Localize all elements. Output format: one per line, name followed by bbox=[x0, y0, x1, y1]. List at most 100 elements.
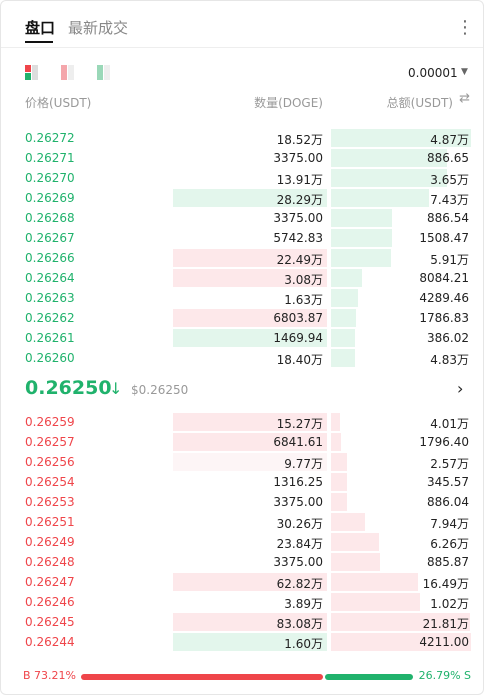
depth-bar bbox=[331, 553, 380, 571]
mid-usd: $0.26250 bbox=[131, 383, 189, 397]
price: 0.26271 bbox=[25, 151, 75, 165]
depth-bar bbox=[331, 513, 366, 531]
sell-ratio: 26.79% S bbox=[418, 669, 471, 682]
total: 16.49万 bbox=[422, 577, 469, 591]
price: 0.26251 bbox=[25, 515, 75, 529]
amount: 18.52万 bbox=[276, 133, 323, 147]
total: 885.87 bbox=[427, 555, 469, 569]
ratio-bar bbox=[81, 674, 413, 680]
order-row: 0.26244 1.60万 4211.00 bbox=[1, 632, 483, 652]
amount: 62.82万 bbox=[276, 577, 323, 591]
view-toggles[interactable] bbox=[23, 64, 123, 82]
amount: 3375.00 bbox=[273, 151, 323, 165]
price: 0.26272 bbox=[25, 131, 75, 145]
order-row: 0.26269 28.29万 7.43万 bbox=[1, 188, 483, 208]
buy-ratio: B 73.21% bbox=[23, 669, 76, 682]
tab-underline bbox=[25, 41, 53, 43]
price: 0.26268 bbox=[25, 211, 75, 225]
header: 总额(USDT) bbox=[386, 96, 453, 110]
total: 3.65万 bbox=[430, 173, 469, 187]
total: 4.01万 bbox=[430, 417, 469, 431]
more-icon[interactable]: ⋮ bbox=[456, 17, 474, 38]
swap-icon[interactable]: ⇄ bbox=[459, 91, 470, 106]
total: 21.81万 bbox=[422, 617, 469, 631]
amount: 6803.87 bbox=[273, 311, 323, 325]
flash-highlight bbox=[173, 269, 327, 287]
order-row: 0.26245 83.08万 21.81万 bbox=[1, 612, 483, 632]
total: 1.02万 bbox=[430, 597, 469, 611]
price: 0.26267 bbox=[25, 231, 75, 245]
total: 886.54 bbox=[427, 211, 469, 225]
order-row: 0.26257 6841.61 1796.40 bbox=[1, 432, 483, 452]
tab[interactable]: 盘口 bbox=[25, 19, 56, 37]
order-row: 0.26247 62.82万 16.49万 bbox=[1, 572, 483, 592]
total: 8084.21 bbox=[419, 271, 469, 285]
order-row: 0.26271 3375.00 886.65 bbox=[1, 148, 483, 168]
price: 0.26244 bbox=[25, 635, 75, 649]
divider bbox=[1, 47, 483, 48]
depth-bar bbox=[331, 433, 341, 451]
flash-highlight bbox=[173, 613, 327, 631]
depth-bar bbox=[331, 613, 471, 631]
depth-bar bbox=[331, 573, 418, 591]
order-row: 0.26270 13.91万 3.65万 bbox=[1, 168, 483, 188]
depth-bar bbox=[331, 349, 355, 367]
total: 4289.46 bbox=[419, 291, 469, 305]
order-row: 0.26268 3375.00 886.54 bbox=[1, 208, 483, 228]
price: 0.26264 bbox=[25, 271, 75, 285]
amount: 18.40万 bbox=[276, 353, 323, 367]
order-row: 0.26264 3.08万 8084.21 bbox=[1, 268, 483, 288]
chevron[interactable]: › bbox=[457, 379, 464, 398]
price: 0.26261 bbox=[25, 331, 75, 345]
order-row: 0.26263 1.63万 4289.46 bbox=[1, 288, 483, 308]
total: 4211.00 bbox=[419, 635, 469, 649]
total: 386.02 bbox=[427, 331, 469, 345]
total: 886.04 bbox=[427, 495, 469, 509]
dropdown-icon[interactable]: ▼ bbox=[461, 67, 468, 77]
amount: 1.60万 bbox=[284, 637, 323, 651]
amount: 3375.00 bbox=[273, 555, 323, 569]
amount: 83.08万 bbox=[276, 617, 323, 631]
flash-highlight bbox=[173, 329, 327, 347]
price: 0.26248 bbox=[25, 555, 75, 569]
depth-bar bbox=[331, 169, 447, 187]
depth-bar bbox=[331, 289, 358, 307]
order-row: 0.26248 3375.00 885.87 bbox=[1, 552, 483, 572]
amount: 5742.83 bbox=[273, 231, 323, 245]
amount: 3375.00 bbox=[273, 495, 323, 509]
amount: 9.77万 bbox=[284, 457, 323, 471]
depth-bar bbox=[331, 269, 362, 287]
flash-highlight bbox=[173, 573, 327, 591]
depth-bar bbox=[331, 229, 392, 247]
depth-bar bbox=[331, 209, 393, 227]
price: 0.26249 bbox=[25, 535, 75, 549]
flash-highlight bbox=[173, 413, 327, 431]
price: 0.26260 bbox=[25, 351, 75, 365]
order-row: 0.26261 1469.94 386.02 bbox=[1, 328, 483, 348]
order-row: 0.26266 22.49万 5.91万 bbox=[1, 248, 483, 268]
price: 0.26246 bbox=[25, 595, 75, 609]
order-row: 0.26254 1316.25 345.57 bbox=[1, 472, 483, 492]
amount: 3375.00 bbox=[273, 211, 323, 225]
depth-bar bbox=[331, 473, 347, 491]
depth-bar bbox=[331, 189, 429, 207]
header: 数量(DOGE) bbox=[254, 96, 323, 110]
depth-bar bbox=[331, 149, 448, 167]
total: 886.65 bbox=[427, 151, 469, 165]
depth-bar bbox=[331, 633, 471, 651]
depth-bar bbox=[331, 329, 355, 347]
flash-highlight bbox=[173, 433, 327, 451]
depth-bar bbox=[331, 593, 420, 611]
depth-bar bbox=[331, 413, 341, 431]
amount: 3.08万 bbox=[284, 273, 323, 287]
total: 7.43万 bbox=[430, 193, 469, 207]
price: 0.26269 bbox=[25, 191, 75, 205]
order-row: 0.26253 3375.00 886.04 bbox=[1, 492, 483, 512]
precision[interactable]: 0.00001 bbox=[408, 66, 458, 80]
order-row: 0.26251 30.26万 7.94万 bbox=[1, 512, 483, 532]
total: 1796.40 bbox=[419, 435, 469, 449]
flash-highlight bbox=[173, 453, 327, 471]
amount: 15.27万 bbox=[276, 417, 323, 431]
order-row: 0.26259 15.27万 4.01万 bbox=[1, 412, 483, 432]
tab[interactable]: 最新成交 bbox=[68, 19, 129, 37]
